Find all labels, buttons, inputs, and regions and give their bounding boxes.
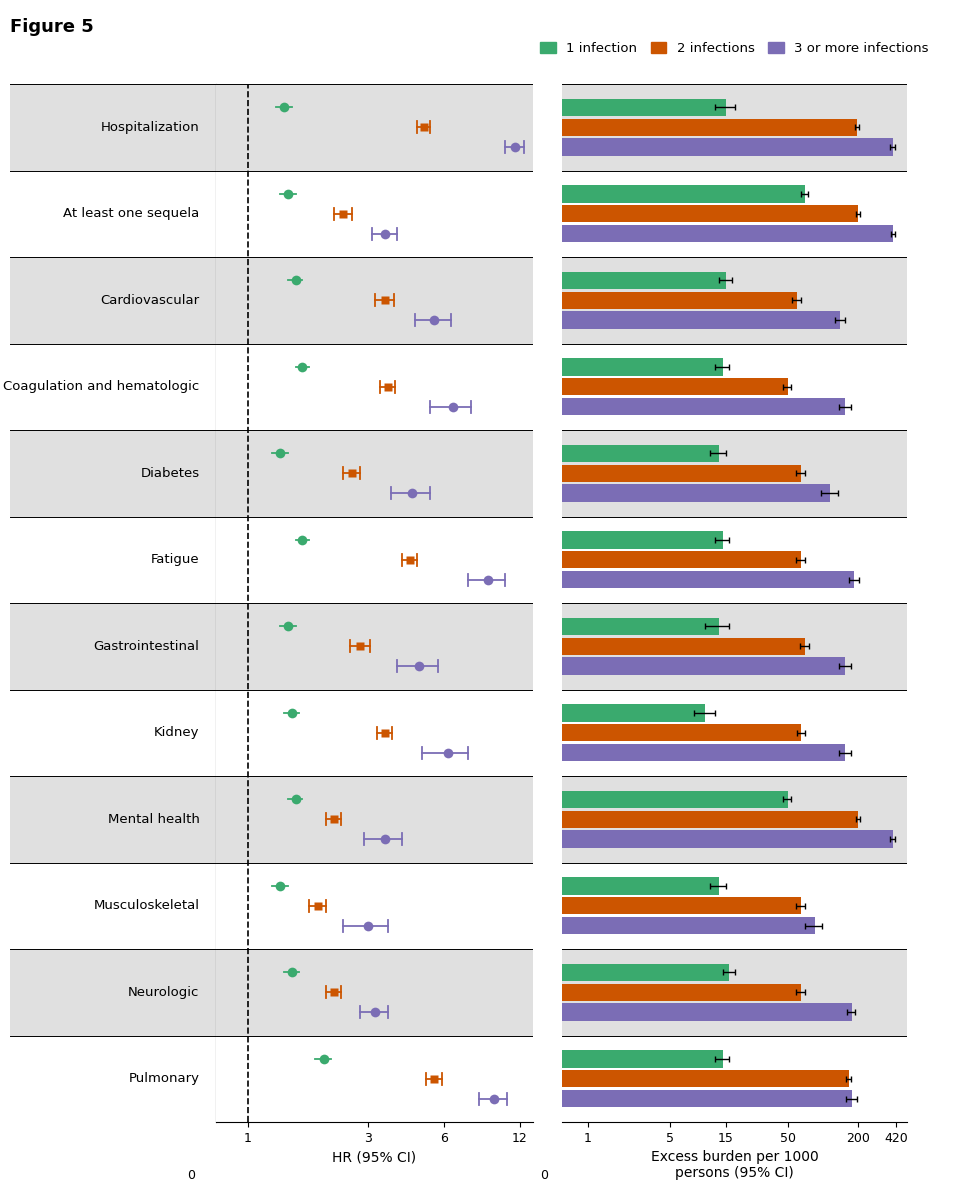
Bar [562,430,907,516]
Bar [10,949,216,1036]
Text: Figure 5: Figure 5 [10,18,93,36]
Bar [0,398,846,415]
Bar [216,257,533,343]
Bar [0,1050,723,1068]
Bar [216,776,533,863]
Bar [0,984,801,1001]
Bar [0,724,801,742]
Bar [562,949,907,1036]
Bar [0,119,857,136]
Bar [562,516,907,602]
Bar [216,516,533,602]
Bar [0,138,893,156]
Text: Pulmonary: Pulmonary [129,1073,200,1085]
Text: 0: 0 [540,1169,548,1182]
X-axis label: HR (95% CI): HR (95% CI) [332,1151,417,1164]
Bar [0,658,846,674]
Bar [10,776,216,863]
Text: Cardiovascular: Cardiovascular [101,294,200,307]
Text: Diabetes: Diabetes [140,467,200,480]
Bar [0,485,830,502]
Bar [216,84,533,170]
Bar [0,205,858,222]
Bar [0,551,801,569]
Bar [216,863,533,949]
Bar [0,359,723,376]
Bar [216,690,533,776]
Bar [0,877,719,894]
Text: Fatigue: Fatigue [151,553,200,566]
Text: Hospitalization: Hospitalization [101,121,200,133]
Text: Musculoskeletal: Musculoskeletal [93,899,200,912]
Bar [0,464,801,482]
Legend: 1 infection, 2 infections, 3 or more infections: 1 infection, 2 infections, 3 or more inf… [535,36,934,60]
Text: Neurologic: Neurologic [128,985,200,998]
Bar [216,949,533,1036]
Bar [0,898,801,914]
Bar [216,430,533,516]
Bar [0,618,719,635]
Bar [0,917,815,935]
Bar [0,1090,852,1108]
Text: Coagulation and hematologic: Coagulation and hematologic [3,380,200,394]
Bar [0,811,858,828]
Bar [10,343,216,430]
Bar [562,84,907,170]
Bar [0,312,840,329]
Bar [0,185,804,203]
Text: Kidney: Kidney [154,726,200,739]
Bar [562,863,907,949]
Bar [0,964,730,982]
Bar [0,704,706,721]
Bar [0,98,726,116]
Bar [0,637,804,655]
Bar [0,445,719,462]
Bar [10,1036,216,1122]
Text: At least one sequela: At least one sequela [63,208,200,221]
Bar [0,271,726,289]
Bar [10,430,216,516]
Bar [10,602,216,690]
Bar [0,532,723,548]
Bar [0,830,893,847]
Bar [216,343,533,430]
Bar [216,1036,533,1122]
Bar [10,257,216,343]
Bar [10,84,216,170]
Bar [0,224,893,242]
Bar [562,602,907,690]
Bar [10,690,216,776]
Text: Mental health: Mental health [108,812,200,826]
Bar [0,1070,849,1087]
Bar [0,744,846,761]
Bar [562,343,907,430]
X-axis label: Excess burden per 1000
persons (95% CI): Excess burden per 1000 persons (95% CI) [651,1151,818,1181]
Bar [0,292,797,308]
Bar [0,791,787,808]
Bar [216,602,533,690]
Bar [0,571,854,588]
Text: 0: 0 [186,1169,195,1182]
Bar [10,516,216,602]
Bar [10,170,216,257]
Bar [562,690,907,776]
Bar [216,170,533,257]
Bar [0,1003,852,1021]
Bar [0,378,787,395]
Bar [562,170,907,257]
Bar [10,863,216,949]
Bar [562,257,907,343]
Bar [562,1036,907,1122]
Text: Gastrointestinal: Gastrointestinal [94,640,200,653]
Bar [562,776,907,863]
